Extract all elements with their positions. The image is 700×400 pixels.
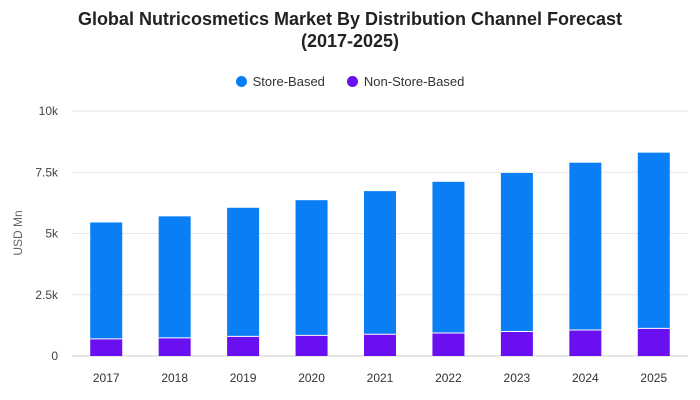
bar-store-based-2019[interactable] [227, 207, 260, 337]
bar-non-store-based-2017[interactable] [90, 338, 123, 356]
x-tick-label: 2022 [435, 371, 462, 385]
bar-store-based-2023[interactable] [500, 172, 533, 332]
y-tick-label: 7.5k [35, 165, 59, 179]
bar-non-store-based-2019[interactable] [227, 336, 260, 356]
y-tick-label: 2.5k [35, 288, 59, 302]
chart-title-line-2: (2017-2025) [300, 31, 400, 51]
x-tick-label: 2019 [230, 371, 257, 385]
bar-store-based-2020[interactable] [295, 200, 328, 336]
x-tick-label: 2025 [640, 371, 667, 385]
bar-non-store-based-2020[interactable] [295, 335, 328, 356]
y-axis-ticks: 0 2.5k 5k 7.5k 10k [35, 104, 59, 363]
x-tick-label: 2023 [504, 371, 531, 385]
bar-store-based-2025[interactable] [637, 152, 670, 329]
y-axis-title: USD Mn [11, 210, 25, 255]
x-tick-label: 2017 [93, 371, 120, 385]
legend-swatch-store-based [235, 76, 247, 87]
y-tick-label: 0 [51, 349, 58, 363]
y-tick-label: 5k [45, 227, 59, 241]
legend-item-non-store-based[interactable]: Non-Store-Based [346, 74, 465, 89]
legend-label-store-based: Store-Based [252, 74, 325, 89]
bar-store-based-2017[interactable] [90, 222, 123, 339]
x-tick-label: 2018 [161, 371, 188, 385]
chart-legend: Store-Based Non-Store-Based [0, 74, 700, 89]
bar-non-store-based-2021[interactable] [364, 334, 396, 356]
bar-store-based-2022[interactable] [432, 181, 465, 333]
x-tick-label: 2024 [572, 371, 599, 385]
legend-label-non-store-based: Non-Store-Based [363, 74, 465, 89]
bar-non-store-based-2025[interactable] [637, 328, 670, 356]
bar-non-store-based-2022[interactable] [432, 332, 465, 356]
bars [90, 152, 670, 357]
legend-item-store-based[interactable]: Store-Based [235, 74, 325, 89]
bar-store-based-2024[interactable] [569, 162, 602, 331]
x-axis-ticks: 2017 2018 2019 2020 2021 2022 2023 2024 2025 [93, 371, 668, 385]
chart-title: Global Nutricosmetics Market By Distribu… [40, 8, 660, 52]
bar-non-store-based-2023[interactable] [500, 331, 533, 357]
bar-non-store-based-2024[interactable] [569, 330, 602, 356]
y-tick-label: 10k [39, 104, 59, 118]
x-tick-label: 2020 [298, 371, 325, 385]
legend-swatch-non-store-based [346, 76, 358, 87]
chart-title-line-1: Global Nutricosmetics Market By Distribu… [77, 9, 623, 29]
x-tick-label: 2021 [367, 371, 394, 385]
bar-store-based-2018[interactable] [158, 216, 191, 338]
bar-store-based-2021[interactable] [364, 191, 396, 335]
bar-non-store-based-2018[interactable] [158, 337, 191, 356]
